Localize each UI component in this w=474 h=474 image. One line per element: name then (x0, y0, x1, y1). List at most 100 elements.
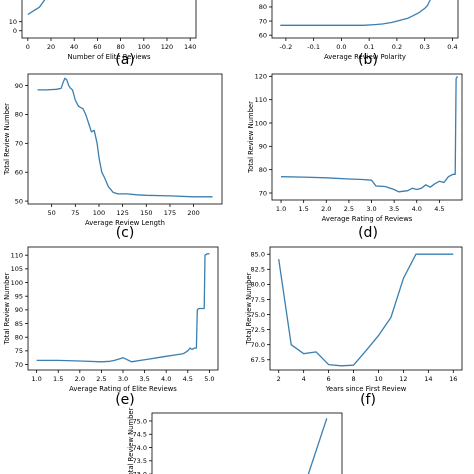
y-tick-label: 100 (255, 119, 267, 127)
x-tick-label: 100 (93, 209, 105, 217)
y-tick-label: 90 (15, 82, 23, 90)
chart-panel-2: -0.2 -0.1 0.0 0.1 0.2 0.3 0.4 60 70 80 Average Rev… (259, 0, 459, 68)
chart-panel-4: 1.0 1.5 2.0 2.5 3.0 3.5 4.0 4.5 70 80 90 100 110 120 A… (247, 73, 463, 241)
y-tick-label: 70 (259, 189, 267, 197)
y-tick-label: 10 (9, 18, 17, 26)
y-axis-label: Total Review Number (247, 101, 255, 174)
y-tick-label: 60 (15, 169, 23, 177)
y-tick-label: 70 (15, 140, 23, 148)
x-tick-label: 3.0 (118, 375, 128, 383)
x-tick-label: 60 (93, 43, 101, 51)
y-tick-label: 75 (15, 347, 23, 355)
panel-caption: (b) (358, 52, 378, 68)
y-tick-label: 85 (15, 320, 23, 328)
x-tick-label: -0.1 (307, 43, 320, 51)
plot-frame (269, 246, 463, 371)
y-tick-label: 90 (259, 143, 267, 151)
y-tick-label: 120 (255, 73, 267, 81)
x-tick-label: -0.2 (280, 43, 293, 51)
x-tick-label: 1.0 (276, 205, 286, 213)
y-axis-label: Total Review Number (3, 272, 11, 345)
y-tick-label: 70 (259, 17, 267, 25)
x-tick-label: 3.5 (389, 205, 399, 213)
y-tick-label: 95 (15, 293, 23, 301)
plot-frame (271, 73, 463, 201)
x-axis-label: Average Rating of Elite Reviews (69, 385, 177, 393)
y-tick-label: 110 (255, 96, 267, 104)
x-tick-label: 40 (70, 43, 78, 51)
x-tick-label: 150 (140, 209, 152, 217)
y-tick-label: 0 (13, 27, 17, 35)
chart-panel-5: 1.0 1.5 2.0 2.5 3.0 3.5 4.0 4.5 5.0 70 75 80 85 90 95 1… (3, 246, 219, 408)
x-tick-label: 175 (164, 209, 176, 217)
x-tick-label: 4.5 (434, 205, 444, 213)
x-axis-label: Average Review Length (85, 219, 165, 227)
y-tick-label: 80 (15, 111, 23, 119)
x-tick-label: 50 (48, 209, 56, 217)
y-tick-label: 105 (11, 265, 23, 273)
y-tick-label: 80.0 (251, 281, 265, 289)
x-tick-label: 0.4 (447, 43, 457, 51)
y-tick-label: 80 (259, 3, 267, 11)
x-axis-label: Average Rating of Reviews (322, 215, 413, 223)
series-line (280, 75, 459, 193)
panel-caption: (d) (358, 225, 378, 241)
x-tick-label: 2.5 (96, 375, 106, 383)
x-tick-label: 0.1 (364, 43, 374, 51)
plot-frame (271, 0, 459, 39)
plot-frame (27, 73, 223, 205)
chart-panel-6: 2 4 6 8 10 12 14 16 67.5 70.0 72.5 75.0 77.5 80.0 82.5… (245, 246, 463, 408)
x-tick-label: 75 (71, 209, 79, 217)
y-tick-label: 73.5 (133, 457, 147, 465)
y-axis-label: Total Review Number (3, 103, 11, 176)
y-axis-label: Total Review Number (127, 407, 135, 474)
x-tick-label: 4.0 (161, 375, 171, 383)
x-tick-label: 20 (47, 43, 55, 51)
y-tick-label: 50 (15, 197, 23, 205)
x-tick-label: 2 (277, 375, 281, 383)
panel-caption: (e) (115, 392, 135, 408)
x-tick-label: 2.5 (344, 205, 354, 213)
y-tick-label: 82.5 (251, 266, 265, 274)
y-tick-label: 72.5 (251, 326, 265, 334)
x-tick-label: 2.0 (321, 205, 331, 213)
plot-frame (21, 0, 197, 39)
x-tick-label: 3.0 (366, 205, 376, 213)
x-axis-label: Number of Elite Reviews (67, 53, 151, 61)
x-tick-label: 8 (351, 375, 355, 383)
y-tick-label: 74.0 (133, 444, 147, 452)
x-tick-label: 1.5 (298, 205, 308, 213)
y-tick-label: 60 (259, 31, 267, 39)
y-tick-label: 77.5 (251, 296, 265, 304)
series-line (37, 77, 213, 198)
y-tick-label: 67.5 (251, 356, 265, 364)
x-tick-label: 5.0 (204, 375, 214, 383)
y-tick-label: 70.0 (251, 341, 265, 349)
x-tick-label: 4.5 (183, 375, 193, 383)
x-tick-label: 4 (302, 375, 306, 383)
y-tick-label: 73.0 (133, 470, 147, 474)
series-line (36, 253, 210, 363)
x-tick-label: 1.0 (31, 375, 41, 383)
y-tick-label: 74.5 (133, 431, 147, 439)
y-tick-label: 80 (15, 334, 23, 342)
x-tick-label: 200 (187, 209, 199, 217)
x-tick-label: 1.5 (53, 375, 63, 383)
panel-caption: (c) (116, 225, 135, 241)
y-tick-label: 110 (11, 252, 23, 260)
x-tick-label: 0.2 (392, 43, 402, 51)
series-line (27, 0, 46, 16)
x-tick-label: 0.0 (336, 43, 346, 51)
panel-caption: (f) (360, 392, 376, 408)
x-tick-label: 100 (138, 43, 150, 51)
series-line (280, 0, 431, 26)
x-tick-label: 80 (116, 43, 124, 51)
series-line (307, 418, 328, 474)
x-tick-label: 3.5 (139, 375, 149, 383)
x-tick-label: 120 (161, 43, 173, 51)
x-tick-label: 14 (424, 375, 432, 383)
x-axis-label: Years since First Review (325, 385, 407, 393)
y-tick-label: 85.0 (251, 251, 265, 259)
